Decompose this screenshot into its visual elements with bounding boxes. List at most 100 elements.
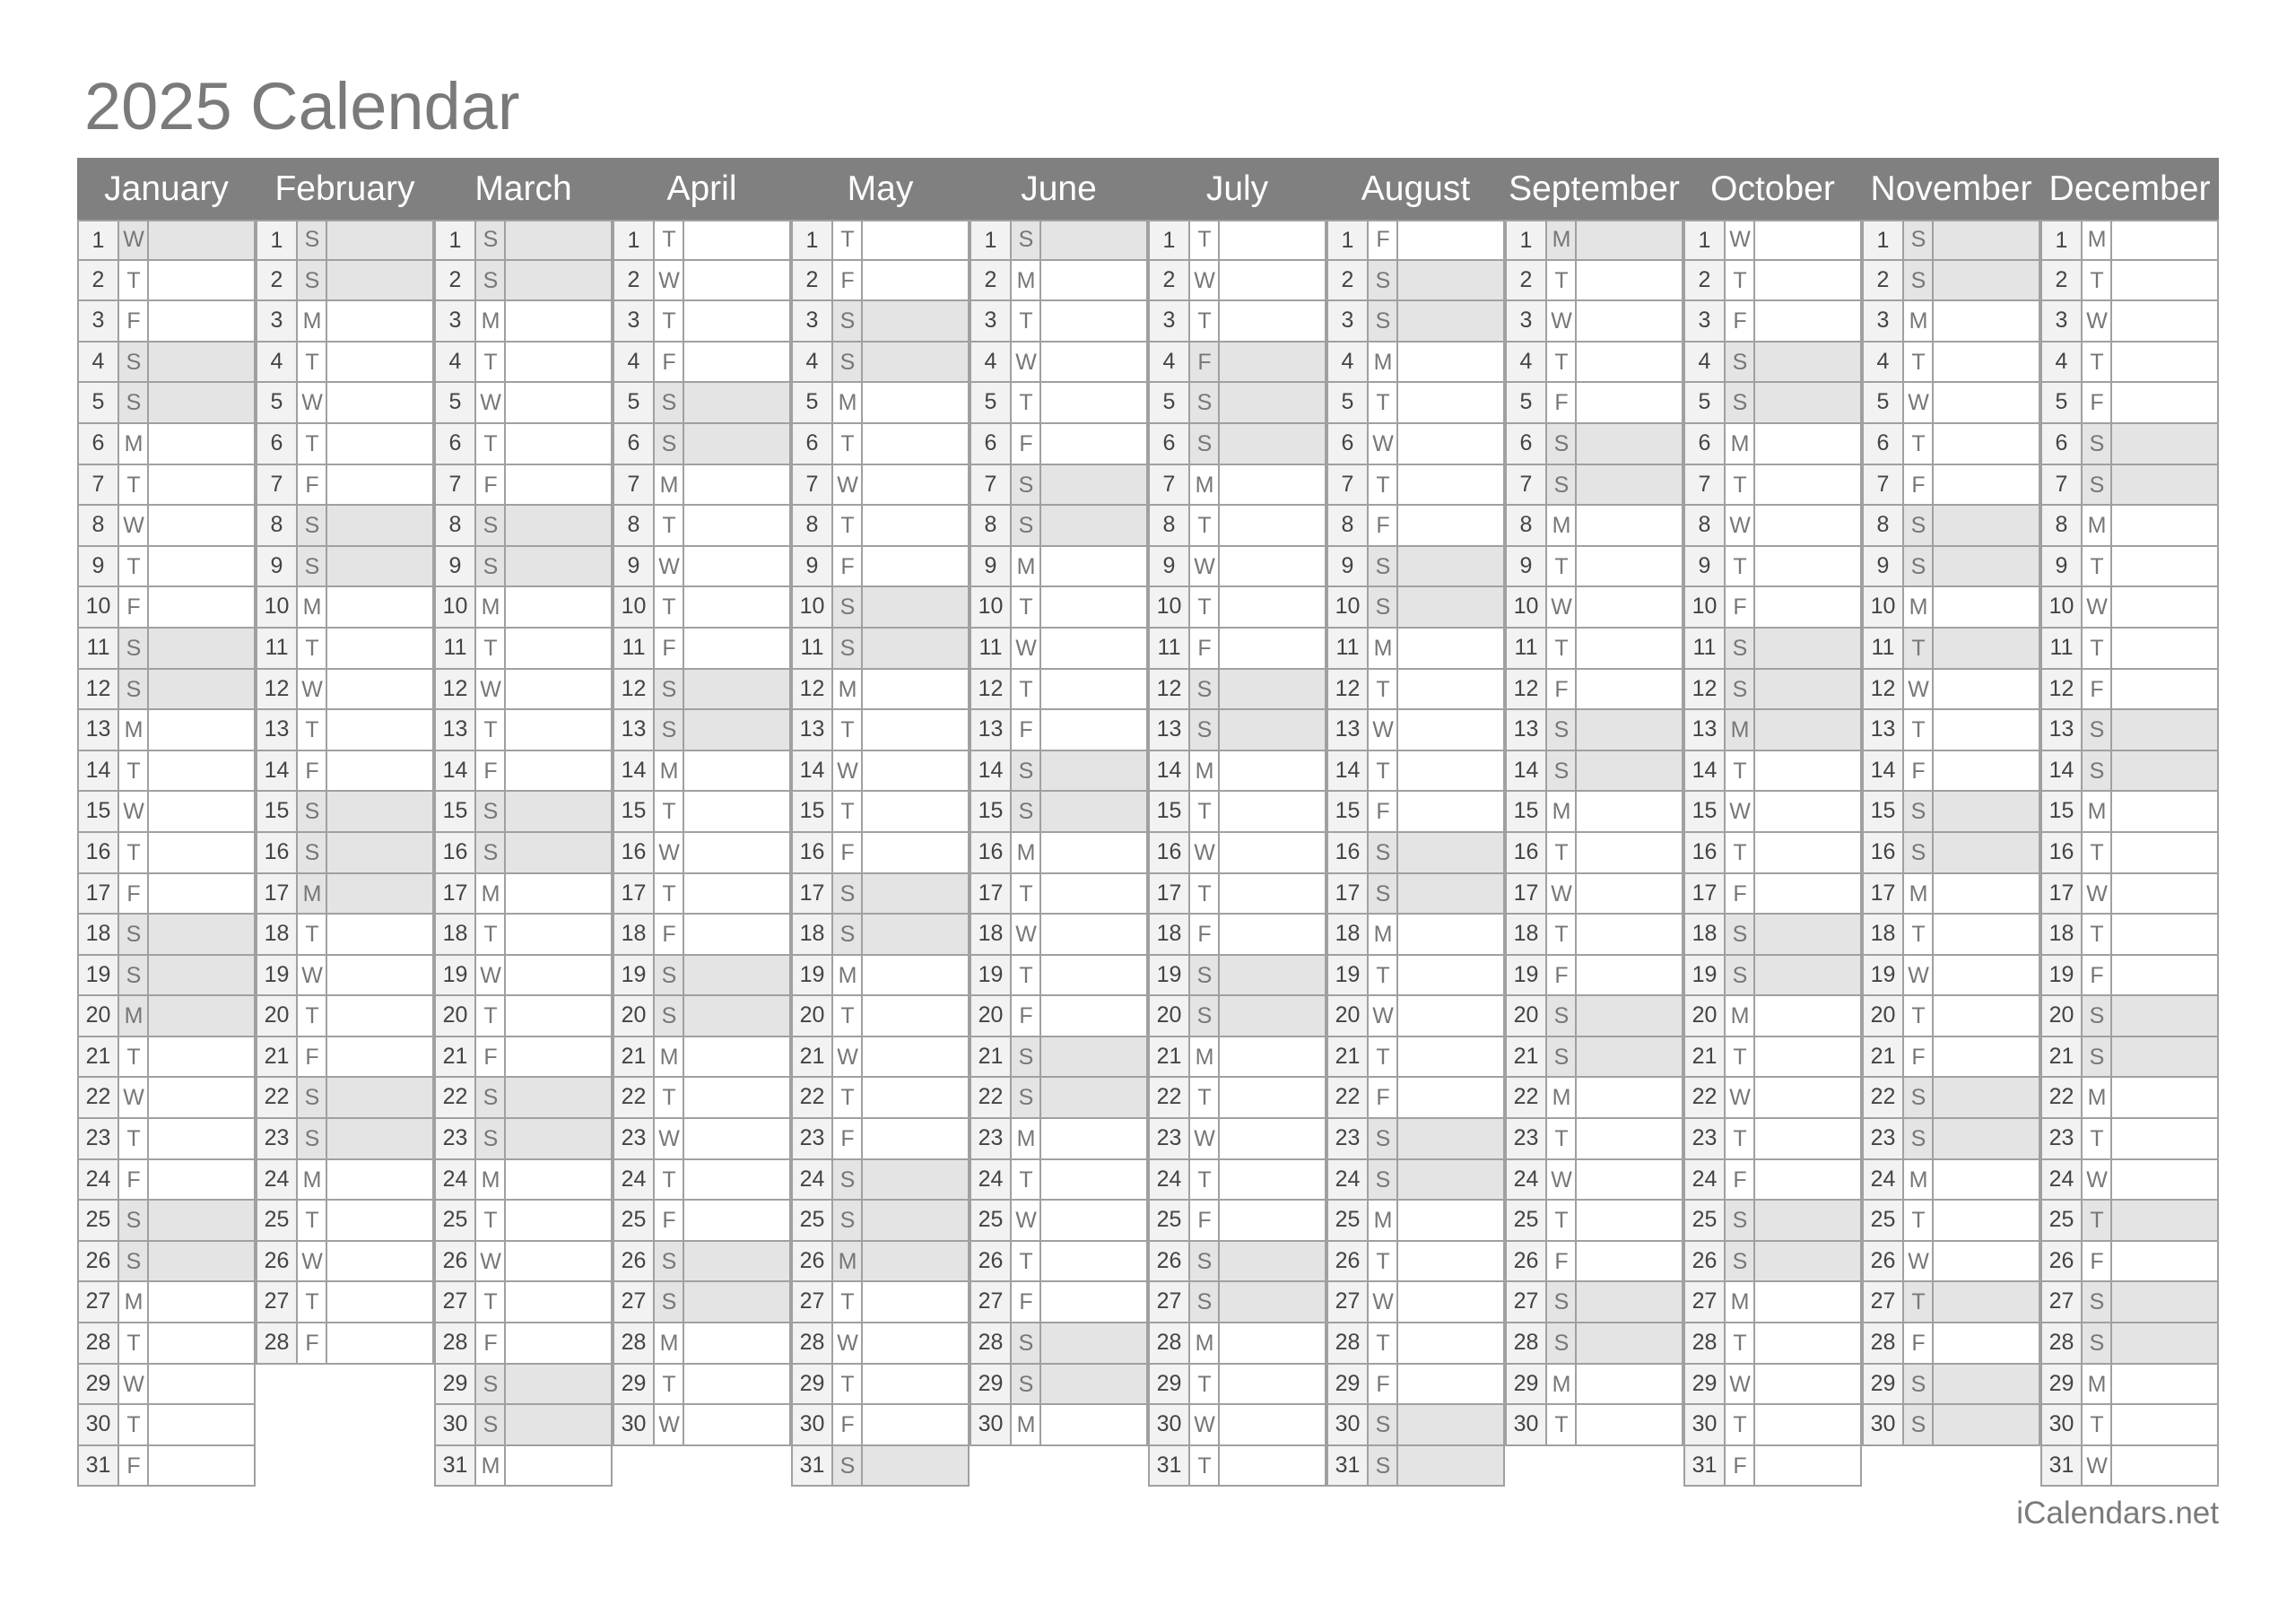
day-row: 25	[1683, 1201, 1862, 1242]
day-number: 18	[1326, 915, 1369, 954]
weekday-cell	[1547, 1282, 1577, 1323]
note-cell	[149, 792, 256, 831]
day-row: 12	[77, 669, 256, 711]
day-row: 7	[1148, 464, 1326, 507]
day-row: 8	[1683, 506, 1862, 547]
note-cell	[506, 423, 613, 464]
day-number: 11	[1683, 628, 1726, 668]
day-row: 22	[1148, 1078, 1326, 1120]
weekday-cell	[119, 915, 149, 954]
day-number: 11	[77, 628, 119, 668]
day-number: 1	[256, 221, 298, 259]
day-number: 30	[1148, 1405, 1190, 1444]
note-cell	[1220, 1282, 1326, 1323]
day-row: 28	[2040, 1323, 2219, 1365]
day-number: 31	[1326, 1445, 1369, 1486]
day-number: 8	[1683, 506, 1726, 545]
weekday-cell	[655, 221, 684, 259]
day-row: 29	[791, 1364, 970, 1406]
day-number: 11	[1148, 628, 1190, 668]
day-number: 26	[970, 1241, 1012, 1281]
day-number: 23	[1862, 1119, 1904, 1158]
note-cell	[506, 1201, 613, 1240]
day-row: 2	[2040, 260, 2219, 302]
day-number: 5	[791, 383, 833, 422]
day-row: 23	[77, 1119, 256, 1160]
day-number: 25	[2040, 1201, 2083, 1240]
weekday-cell	[1190, 669, 1220, 709]
note-cell	[327, 506, 434, 545]
day-number: 23	[1683, 1119, 1726, 1158]
note-cell	[327, 1078, 434, 1118]
weekday-cell	[1547, 1405, 1577, 1444]
weekday-cell	[2083, 260, 2112, 300]
day-row: 27	[1862, 1282, 2040, 1324]
note-cell	[1041, 1159, 1148, 1200]
weekday-cell	[1369, 669, 1398, 709]
note-cell	[506, 996, 613, 1036]
weekday-cell	[1190, 873, 1220, 914]
day-number: 25	[1862, 1201, 1904, 1240]
note-cell	[1755, 873, 1862, 914]
day-row: 1	[1148, 220, 1326, 261]
day-row: 11	[613, 628, 791, 670]
note-cell	[1220, 996, 1326, 1036]
day-row: 1	[77, 220, 256, 261]
weekday-cell	[476, 750, 506, 791]
day-row: 12	[1326, 669, 1505, 711]
day-number: 8	[77, 506, 119, 545]
month-header: February	[256, 158, 434, 220]
note-cell	[1041, 260, 1148, 300]
weekday-cell	[833, 996, 863, 1036]
day-row: 29	[970, 1364, 1148, 1406]
day-number: 30	[1505, 1405, 1547, 1444]
weekday-cell	[476, 1323, 506, 1363]
day-number: 22	[970, 1078, 1012, 1118]
note-cell	[327, 955, 434, 995]
day-number: 6	[256, 423, 298, 464]
day-row: 8	[1505, 506, 1683, 547]
note-cell	[684, 710, 791, 750]
note-cell	[1398, 587, 1505, 627]
weekday-cell	[1012, 506, 1041, 545]
day-row: 1	[1326, 220, 1505, 261]
weekday-cell	[119, 628, 149, 668]
weekday-cell	[1012, 710, 1041, 750]
day-row: 16	[2040, 832, 2219, 874]
day-row: 3	[1862, 301, 2040, 343]
note-cell	[149, 710, 256, 750]
day-row: 28	[77, 1323, 256, 1365]
note-cell	[1577, 1119, 1683, 1158]
note-cell	[327, 1159, 434, 1200]
day-number: 13	[1148, 710, 1190, 750]
day-number: 17	[2040, 873, 2083, 914]
day-number: 10	[1862, 587, 1904, 627]
note-cell	[1220, 1037, 1326, 1077]
note-cell	[506, 628, 613, 668]
weekday-cell	[2083, 1445, 2112, 1486]
note-cell	[506, 873, 613, 914]
weekday-cell	[1190, 423, 1220, 464]
weekday-cell	[833, 464, 863, 505]
month-may: May 1 2 3 4 5 6 7 8 9 10 11 12 13 14 15 16 17 18 19 20 21 22 23…	[791, 158, 970, 1488]
note-cell	[684, 1119, 791, 1158]
weekday-cell	[833, 301, 863, 341]
day-number: 27	[1326, 1282, 1369, 1323]
note-cell	[1577, 301, 1683, 341]
note-cell	[1220, 546, 1326, 586]
day-row: 2	[77, 260, 256, 302]
day-row: 3	[434, 301, 613, 343]
day-number: 19	[2040, 955, 2083, 995]
day-number: 3	[1326, 301, 1369, 341]
day-row: 6	[1505, 423, 1683, 465]
weekday-cell	[1547, 915, 1577, 954]
weekday-cell	[298, 423, 327, 464]
day-number: 9	[1683, 546, 1726, 586]
weekday-cell	[476, 710, 506, 750]
day-row: 24	[256, 1159, 434, 1201]
note-cell	[506, 1078, 613, 1118]
weekday-cell	[1012, 873, 1041, 914]
day-number: 2	[1862, 260, 1904, 300]
note-cell	[327, 342, 434, 382]
day-row: 16	[1862, 832, 2040, 874]
